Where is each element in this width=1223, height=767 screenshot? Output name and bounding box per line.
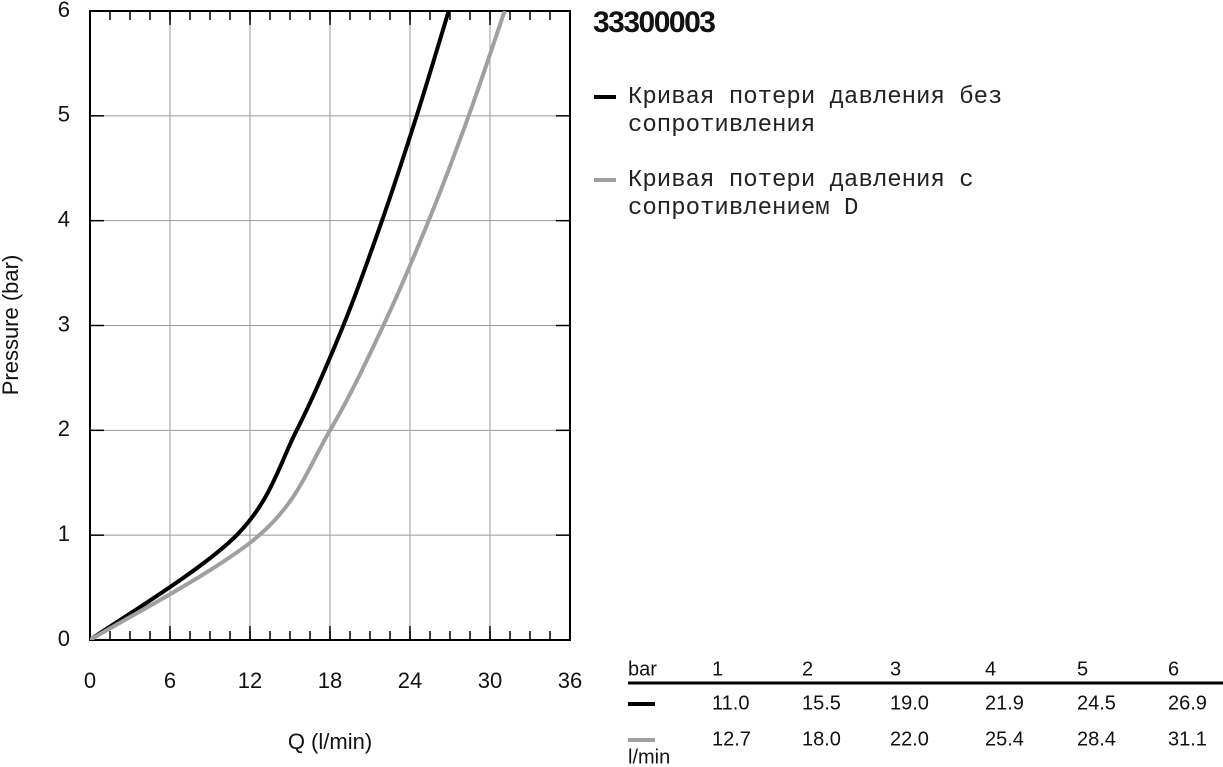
plot-frame xyxy=(89,10,571,641)
table-cell: 11.0 xyxy=(712,692,749,714)
chart-title: 33300003 xyxy=(593,6,715,39)
y-tick-label: 1 xyxy=(58,521,70,546)
table-header: 6 xyxy=(1168,658,1179,680)
table-header: bar xyxy=(628,658,657,680)
y-tick-label: 0 xyxy=(58,626,70,651)
y-tick-label: 6 xyxy=(58,0,70,22)
table-header: 5 xyxy=(1077,658,1088,680)
x-tick-label: 6 xyxy=(164,668,176,693)
x-tick-label: 30 xyxy=(478,668,502,693)
table-cell: 19.0 xyxy=(890,692,929,714)
table-header: 4 xyxy=(985,658,996,680)
table-cell: 15.5 xyxy=(802,692,841,714)
table-cell: 21.9 xyxy=(985,692,1024,714)
table-cell: 26.9 xyxy=(1168,692,1207,714)
x-tick-label: 24 xyxy=(398,668,422,693)
table-cell: 25.4 xyxy=(985,728,1024,750)
table-cell: 22.0 xyxy=(890,728,929,750)
legend-label: Кривая потери давления с сопротивлением … xyxy=(628,167,974,222)
x-tick-label: 36 xyxy=(558,668,582,693)
table-header: 3 xyxy=(890,658,901,680)
y-axis-label: Pressure (bar) xyxy=(0,255,23,396)
series-line xyxy=(90,11,507,640)
y-tick-label: 3 xyxy=(58,311,70,336)
x-tick-label: 18 xyxy=(318,668,342,693)
y-tick-label: 2 xyxy=(58,416,70,441)
x-tick-label: 12 xyxy=(238,668,262,693)
table-header: 1 xyxy=(712,658,723,680)
table-unit: l/min xyxy=(628,746,670,767)
x-tick-label: 0 xyxy=(84,668,96,693)
table-cell: 18.0 xyxy=(802,728,841,750)
table-header: 2 xyxy=(802,658,813,680)
series-line xyxy=(90,11,451,640)
table-cell: 24.5 xyxy=(1077,692,1116,714)
legend-label: Кривая потери давления без сопротивления xyxy=(628,84,1003,139)
y-tick-label: 4 xyxy=(58,206,70,231)
x-axis-label: Q (l/min) xyxy=(288,729,372,754)
table-cell: 28.4 xyxy=(1077,728,1116,750)
table-cell: 31.1 xyxy=(1168,728,1207,750)
y-tick-label: 5 xyxy=(58,102,70,127)
table-cell: 12.7 xyxy=(712,728,751,750)
